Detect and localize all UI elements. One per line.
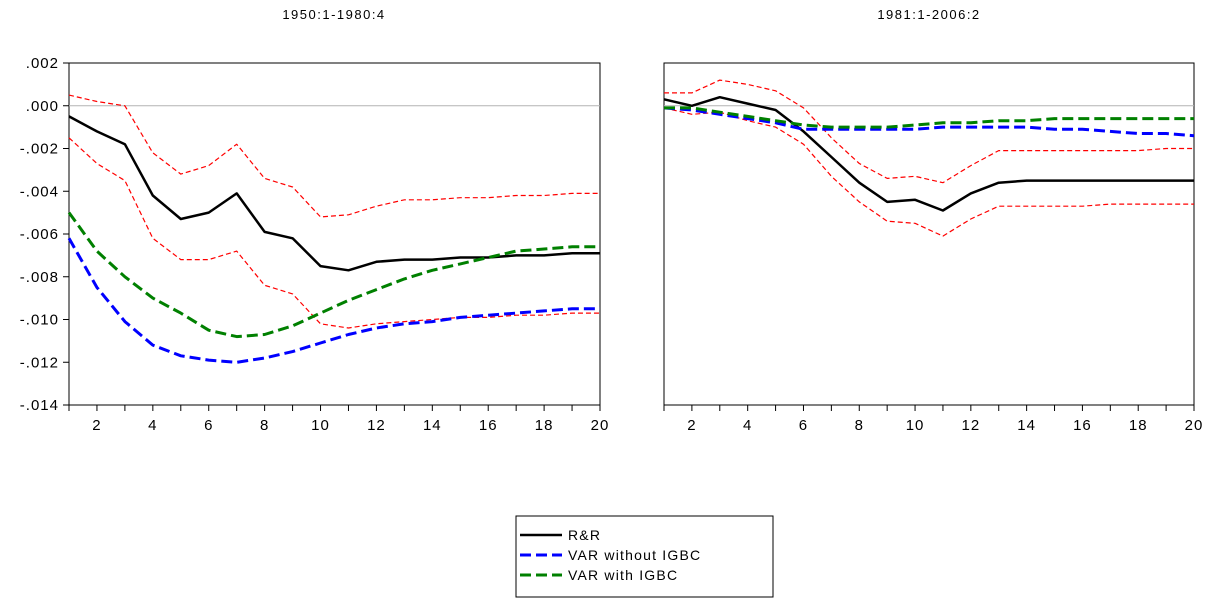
left-x-tick-label: 4 xyxy=(148,417,157,434)
left-series-confidence-band xyxy=(68,94,600,218)
right-x-tick-label: 16 xyxy=(1073,417,1092,434)
legend: R&R VAR without IGBC VAR with IGBC xyxy=(515,515,774,598)
left-y-tick-label: -.002 xyxy=(20,141,59,158)
right-series-r-r xyxy=(663,95,1194,212)
right-plot-frame xyxy=(663,62,1195,406)
left-x-tick-label: 8 xyxy=(260,417,269,434)
left-x-tick-label: 20 xyxy=(591,417,610,434)
left-x-tick-label: 10 xyxy=(311,417,330,434)
right-x-tick-label: 10 xyxy=(906,417,925,434)
left-series-var-without-igbc xyxy=(67,237,600,364)
right-x-tick-label: 20 xyxy=(1185,417,1204,434)
left-y-tick-label: -.006 xyxy=(20,226,59,243)
right-panel: 2 4 6 8 10 12 14 16 18 20 xyxy=(663,62,1204,434)
right-x-tick-label: 6 xyxy=(799,417,808,434)
left-x-tick-label: 18 xyxy=(535,417,554,434)
left-x-tick-label: 12 xyxy=(367,417,386,434)
left-y-tick-label: -.012 xyxy=(20,354,59,371)
legend-label: VAR without IGBC xyxy=(568,547,701,563)
left-plot-frame xyxy=(68,62,601,406)
left-x-tick-label: 6 xyxy=(204,417,213,434)
left-x-tick-label: 16 xyxy=(479,417,498,434)
right-x-tick-label: 18 xyxy=(1129,417,1148,434)
left-series-r-r xyxy=(68,115,600,272)
left-y-tick-label: -.014 xyxy=(20,397,59,414)
right-series-var-with-igbc xyxy=(664,106,1194,129)
left-y-tick-label: -.008 xyxy=(20,269,59,286)
right-x-tick-label: 14 xyxy=(1017,417,1036,434)
left-y-tick-label: .000 xyxy=(26,98,59,115)
right-x-tick-label: 4 xyxy=(743,417,752,434)
right-series-var-without-igbc xyxy=(663,106,1195,138)
left-x-tick-label: 2 xyxy=(92,417,101,434)
legend-label: VAR with IGBC xyxy=(568,567,678,583)
left-y-tick-label: -.010 xyxy=(20,312,59,329)
right-series-confidence-band xyxy=(663,107,1194,237)
right-x-tick-label: 12 xyxy=(961,417,980,434)
right-panel-title: 1981:1-2006:2 xyxy=(877,7,980,22)
right-series-confidence-band xyxy=(664,79,1194,184)
left-panel-title: 1950:1-1980:4 xyxy=(282,7,385,22)
right-x-tick-label: 2 xyxy=(687,417,696,434)
left-panel: 2 4 6 8 10 12 14 16 18 20 .002 .000 -.002 -.004 -.006 -… xyxy=(20,55,610,434)
left-series-var-with-igbc xyxy=(67,211,600,339)
right-x-tick-label: 8 xyxy=(855,417,864,434)
legend-label: R&R xyxy=(568,527,601,543)
left-series-confidence-band xyxy=(68,137,600,329)
left-y-tick-label: .002 xyxy=(26,55,59,72)
left-x-tick-label: 14 xyxy=(423,417,442,434)
left-y-tick-label: -.004 xyxy=(20,183,59,200)
